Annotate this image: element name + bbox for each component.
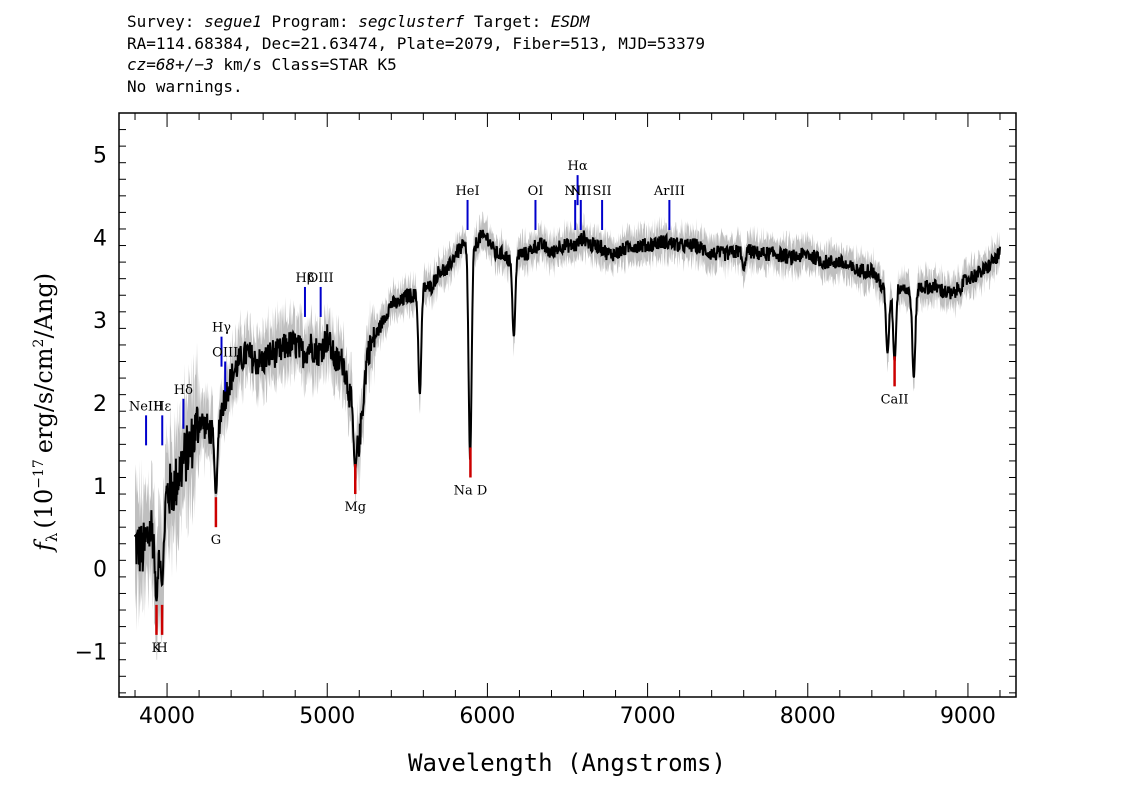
y-axis-label: fλ(10−17erg/s/cm2/Ang) [30, 273, 61, 553]
line-label-HeI: HeI [455, 184, 479, 199]
y-tick-label: −1 [75, 640, 107, 665]
y-tick-label: 1 [93, 475, 107, 500]
y-tick-label: 3 [93, 309, 107, 334]
cz-value: cz=68+/−3 [127, 55, 214, 74]
line-label-G: G [211, 533, 221, 548]
line-label-Hγ: Hγ [212, 321, 231, 336]
y-label-tail: /Ang) [30, 273, 58, 339]
y-tick-label: 4 [93, 226, 107, 251]
line-label-NII: NII [570, 184, 592, 199]
spectrum-header: Survey: segue1 Program: segclusterf Targ… [127, 11, 705, 97]
line-label-SII: SII [593, 184, 612, 199]
y-tick-label: 5 [93, 143, 107, 168]
plot-axes: 4000 5000 6000 7000 8000 9000 −1 0 1 2 3 4 5 [75, 112, 1017, 729]
x-tick-label: 8000 [780, 704, 836, 729]
line-label-OIII: OIII [212, 346, 238, 361]
line-label-OI: OI [528, 184, 544, 199]
y-label-sub: λ [43, 532, 61, 542]
program-value: segclusterf [358, 12, 465, 31]
x-tick-label: 5000 [299, 704, 355, 729]
flux-series [134, 229, 1001, 602]
line-label-Na D: Na D [454, 483, 488, 498]
x-axis-label: Wavelength (Angstroms) [408, 749, 726, 777]
flux-line [134, 229, 1001, 602]
x-tick-label: 6000 [459, 704, 515, 729]
header-line-survey: Survey: segue1 Program: segclusterf Targ… [127, 11, 705, 33]
line-label-NII: NII [564, 184, 586, 199]
y-tick-label: 0 [93, 558, 107, 583]
line-label-Hβ: Hβ [296, 271, 315, 286]
header-line-warnings: No warnings. [127, 76, 243, 96]
cz-suffix: km/s Class=STAR K5 [223, 55, 397, 74]
line-label-NeIII: NeIII [129, 399, 163, 414]
x-tick-label: 9000 [940, 704, 996, 729]
line-label-CaII: CaII [881, 392, 909, 407]
y-label-main: (10 [30, 489, 58, 529]
y-label-sq: 2 [31, 339, 47, 348]
line-label-Hδ: Hδ [174, 383, 193, 398]
line-label-Mg: Mg [344, 500, 366, 515]
plot-frame [118, 112, 1017, 698]
header-line-coordinates: RA=114.68384, Dec=21.63474, Plate=2079, … [127, 33, 705, 53]
y-tick-label: 2 [93, 392, 107, 417]
line-label-Hε: Hε [153, 399, 171, 414]
survey-value: segue1 [204, 12, 262, 31]
line-label-OIII: OIII [308, 271, 334, 286]
y-label-units: erg/s/cm [30, 347, 58, 453]
line-label-K: K [152, 641, 162, 656]
program-label: Program: [271, 12, 349, 31]
line-label-Hα: Hα [568, 159, 588, 174]
y-label-exp: −17 [31, 459, 47, 489]
line-label-H: H [156, 641, 167, 656]
target-value: ESDM [550, 12, 590, 31]
header-line-redshift: cz=68+/−3 km/s Class=STAR K5 [127, 54, 705, 76]
x-tick-label: 4000 [139, 704, 195, 729]
x-tick-label: 7000 [620, 704, 676, 729]
target-label: Target: [473, 12, 542, 31]
line-label-ArIII: ArIII [653, 184, 685, 199]
survey-label: Survey: [127, 12, 195, 31]
